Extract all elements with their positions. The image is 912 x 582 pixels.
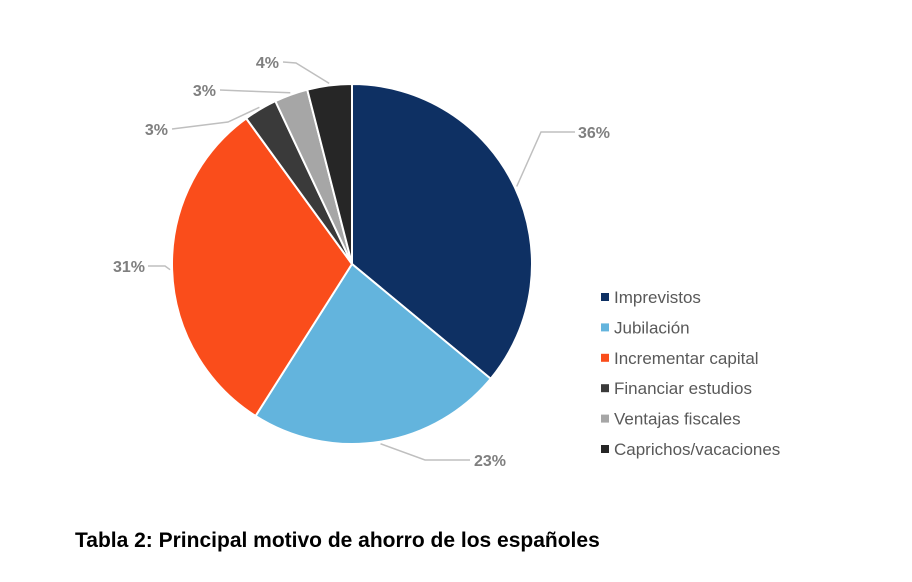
- data-label-5: 3%: [193, 83, 216, 100]
- leader-line-3: [148, 265, 171, 271]
- legend-swatch-4: [601, 384, 609, 393]
- pie-slice-6: [306, 82, 353, 265]
- leader-line-4: [171, 106, 260, 130]
- leader-line-2: [380, 443, 470, 461]
- legend-swatch-6: [601, 445, 609, 453]
- figure-caption: Tabla 2: Principal motivo de ahorro de l…: [75, 529, 600, 552]
- legend-label-1: Imprevistos: [614, 288, 701, 307]
- legend-label-5: Ventajas fiscales: [614, 410, 741, 429]
- pie-chart: 36% 23% 31% 3% 3% 4% Imprevistos Jubilación Inc…: [113, 55, 780, 470]
- legend-swatch-2: [601, 323, 609, 332]
- data-labels: 36% 23% 31% 3% 3% 4%: [113, 55, 610, 470]
- pie-slice-3: [171, 116, 354, 418]
- pie-slice-2: [254, 262, 493, 445]
- leader-line-1: [516, 131, 575, 187]
- leader-lines: [148, 61, 575, 461]
- legend-swatch-5: [601, 414, 609, 423]
- data-label-6: 4%: [256, 55, 279, 72]
- pie-slice-1: [351, 82, 533, 381]
- legend: Imprevistos Jubilación Incrementar capital…: [601, 288, 780, 459]
- legend-label-3: Incrementar capital: [614, 349, 759, 368]
- legend-label-4: Financiar estudios: [614, 379, 752, 398]
- data-label-1: 36%: [578, 125, 610, 142]
- leader-line-5: [219, 89, 291, 94]
- legend-swatch-1: [601, 293, 609, 301]
- data-label-4: 3%: [145, 122, 168, 139]
- leader-line-6: [282, 61, 330, 85]
- pie-slices: [171, 82, 533, 445]
- legend-label-2: Jubilación: [614, 318, 690, 337]
- data-label-2: 23%: [474, 453, 506, 470]
- data-label-3: 31%: [113, 259, 145, 276]
- legend-label-6: Caprichos/vacaciones: [614, 440, 780, 459]
- legend-swatch-3: [601, 353, 609, 362]
